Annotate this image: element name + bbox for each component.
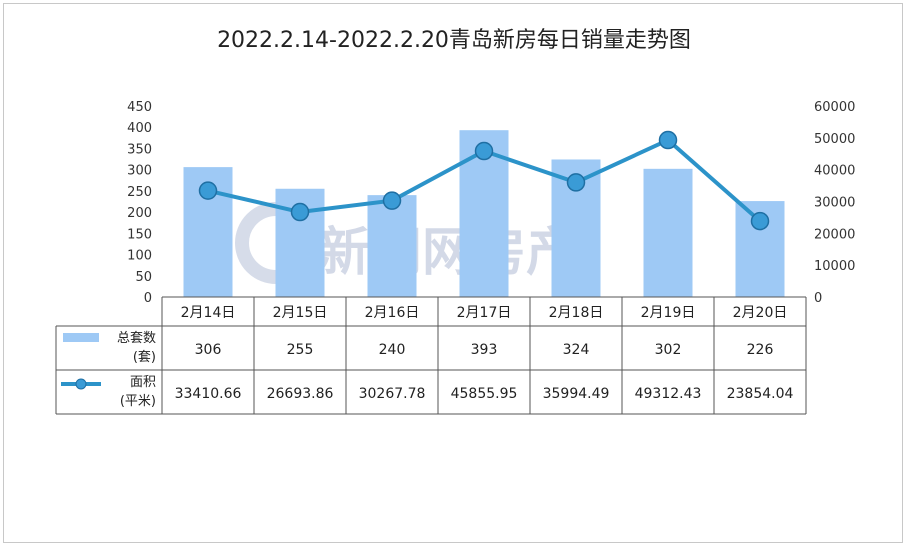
y-right-tick-label: 60000: [814, 100, 855, 115]
y-right-tick-label: 30000: [814, 196, 855, 211]
y-left-tick-label: 100: [127, 249, 152, 264]
y-right-tick-label: 20000: [814, 227, 855, 242]
table-line-value: 23854.04: [727, 386, 794, 402]
y-right-tick-label: 40000: [814, 164, 855, 179]
legend-line-label: 面积: [130, 375, 156, 390]
legend-bar-unit: (套): [133, 349, 156, 365]
y-left-tick-label: 350: [127, 142, 152, 157]
table-line-value: 35994.49: [543, 386, 610, 402]
y-left-tick-label: 250: [127, 185, 152, 200]
y-right-tick-label: 0: [814, 291, 822, 306]
table-header-category: 2月20日: [733, 305, 788, 321]
line-point: [198, 181, 218, 200]
line-series: [198, 130, 770, 231]
y-left-tick-label: 50: [135, 270, 152, 285]
table-bar-value: 306: [195, 342, 222, 358]
table-bar-value: 226: [747, 342, 774, 358]
table-header-category: 2月18日: [549, 305, 604, 321]
y-left-tick-label: 450: [127, 100, 152, 115]
table-line-value: 30267.78: [359, 386, 426, 402]
y-left-tick-label: 300: [127, 164, 152, 179]
table-line-value: 33410.66: [175, 386, 242, 402]
table-line-value: 26693.86: [267, 386, 334, 402]
table-bar-value: 240: [379, 342, 406, 358]
y-left-tick-label: 0: [144, 291, 152, 306]
table-line-value: 45855.95: [451, 386, 518, 402]
table-bar-value: 393: [471, 342, 498, 358]
legend-bar-swatch-icon: [63, 333, 99, 342]
table-header-category: 2月16日: [365, 305, 420, 321]
line-point: [566, 173, 586, 192]
legend-line-unit: (平米): [120, 394, 156, 409]
line-point: [658, 130, 678, 150]
table-bar-value: 324: [563, 342, 590, 358]
watermark-text: 新闻网房产: [318, 223, 578, 283]
y-right-tick-label: 50000: [814, 132, 855, 147]
legend-line-marker-icon: [75, 378, 87, 390]
line-point: [750, 211, 770, 231]
line-point: [474, 141, 494, 161]
y-right-tick-label: 10000: [814, 259, 855, 274]
y-left-tick-label: 200: [127, 206, 152, 221]
bar: [643, 168, 693, 297]
table-header-category: 2月14日: [181, 305, 236, 321]
table-line-value: 49312.43: [635, 386, 702, 402]
y-left-tick-label: 150: [127, 227, 152, 242]
y-left-tick-label: 400: [127, 121, 152, 136]
chart-title: 2022.2.14-2022.2.20青岛新房每日销量走势图: [217, 28, 691, 53]
table-header-category: 2月19日: [641, 305, 696, 321]
table-header-category: 2月15日: [273, 305, 328, 321]
legend-bar-label: 总套数: [117, 330, 156, 346]
line-point: [382, 191, 402, 210]
table-bar-value: 255: [287, 342, 314, 358]
table-bar-value: 302: [655, 342, 682, 358]
table-header-category: 2月17日: [457, 305, 512, 321]
bar: [367, 195, 417, 297]
line-point: [290, 202, 310, 222]
